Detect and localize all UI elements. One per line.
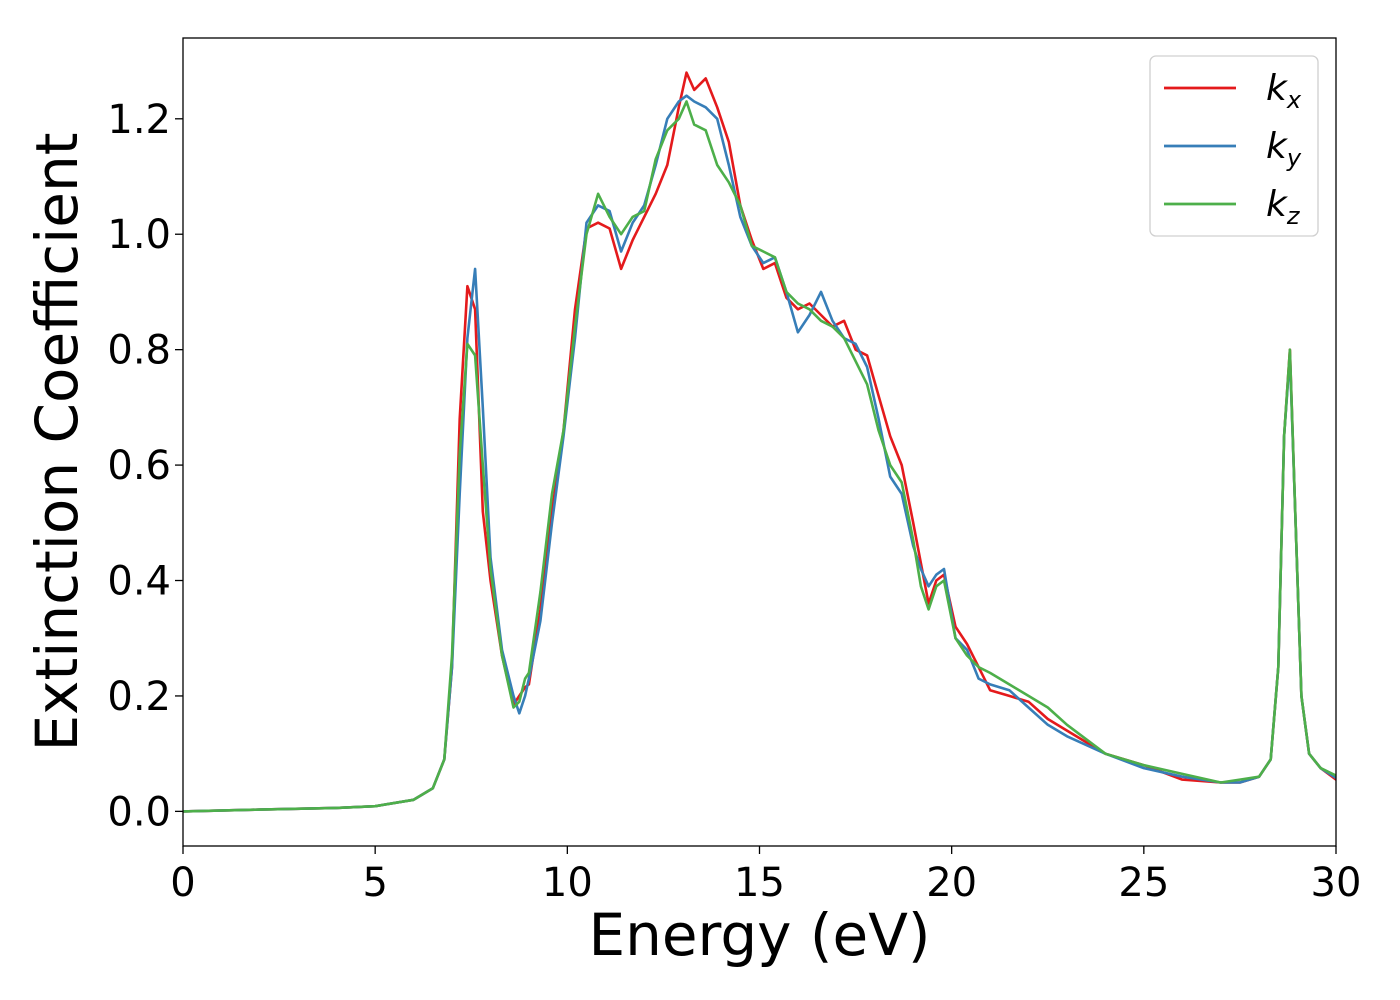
series-layer <box>183 71 1336 813</box>
y-tick-label: 0.8 <box>107 328 171 374</box>
y-tick-label: 0.2 <box>107 674 171 720</box>
x-tick-label: 20 <box>926 860 977 906</box>
x-tick-label: 10 <box>542 860 593 906</box>
x-tick-label: 30 <box>1311 860 1362 906</box>
legend-label-x: kx <box>1266 68 1302 114</box>
x-tick-label: 25 <box>1118 860 1169 906</box>
y-axis-title: Extinction Coefficient <box>23 133 91 752</box>
y-tick-label: 0.4 <box>107 559 171 605</box>
y-tick-label: 0.0 <box>107 789 171 835</box>
y-tick-label: 1.0 <box>107 212 171 258</box>
legend-label-y: ky <box>1266 126 1302 172</box>
legend: kx ky kz <box>1149 55 1319 237</box>
y-tick-label: 0.6 <box>107 443 171 489</box>
y-tick-label: 1.2 <box>107 97 171 143</box>
y-axis: 0.0 0.2 0.4 0.6 0.8 1.0 1.2 <box>107 97 183 835</box>
x-tick-label: 0 <box>170 860 195 906</box>
x-axis-title: Energy (eV) <box>588 901 930 969</box>
series-line-z <box>183 100 1336 813</box>
x-axis: 0 5 10 15 20 25 30 <box>170 846 1361 906</box>
x-tick-label: 5 <box>362 860 387 906</box>
x-tick-label: 15 <box>734 860 785 906</box>
legend-label-z: kz <box>1266 184 1301 230</box>
